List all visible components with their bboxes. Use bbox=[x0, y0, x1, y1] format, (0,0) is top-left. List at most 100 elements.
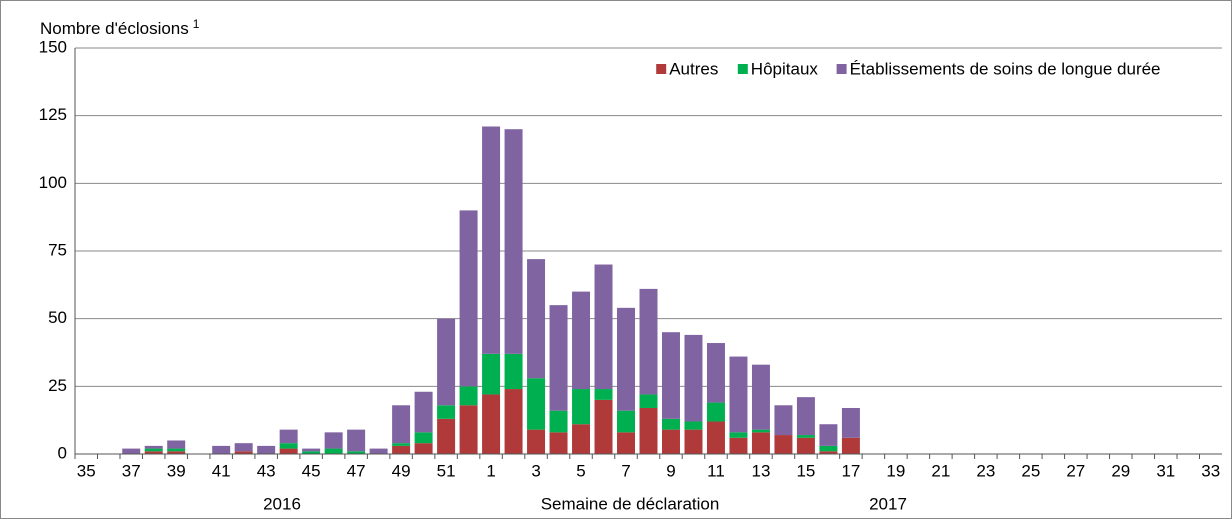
year-label: 2016 bbox=[263, 494, 301, 513]
x-tick-label: 25 bbox=[1021, 461, 1040, 480]
bar-segment bbox=[617, 432, 636, 454]
bar-segment bbox=[572, 424, 591, 454]
x-tick-label: 31 bbox=[1156, 461, 1175, 480]
bar-segment bbox=[706, 421, 725, 454]
bar-segment bbox=[459, 210, 478, 387]
bar-segment bbox=[796, 437, 815, 454]
bar-segment bbox=[414, 443, 433, 454]
x-tick-label: 51 bbox=[437, 461, 456, 480]
bar-segment bbox=[437, 405, 456, 419]
bar-segment bbox=[706, 402, 725, 422]
bar-segment bbox=[392, 405, 411, 444]
bar-segment bbox=[482, 126, 501, 354]
bar-segment bbox=[572, 389, 591, 425]
bar-segment bbox=[549, 432, 568, 454]
bar-segment bbox=[504, 353, 523, 390]
y-tick-label: 75 bbox=[48, 240, 67, 259]
bar-segment bbox=[639, 288, 658, 395]
y-tick-label: 125 bbox=[39, 105, 67, 124]
legend-label: Établissements de soins de longue durée bbox=[850, 59, 1161, 78]
x-tick-label: 23 bbox=[976, 461, 995, 480]
bar-segment bbox=[684, 421, 703, 430]
bar-segment bbox=[549, 305, 568, 411]
bar-segment bbox=[841, 437, 860, 454]
y-tick-label: 150 bbox=[39, 37, 67, 56]
bar-segment bbox=[549, 410, 568, 433]
bar-segment bbox=[819, 451, 838, 454]
x-tick-label: 43 bbox=[257, 461, 276, 480]
x-tick-label: 9 bbox=[666, 461, 675, 480]
legend-swatch bbox=[836, 64, 847, 74]
x-tick-label: 35 bbox=[77, 461, 96, 480]
x-tick-label: 41 bbox=[212, 461, 231, 480]
bar-segment bbox=[527, 259, 546, 379]
x-tick-label: 29 bbox=[1111, 461, 1130, 480]
bar-segment bbox=[459, 405, 478, 454]
bar-segment bbox=[661, 332, 680, 419]
bar-segment bbox=[437, 418, 456, 454]
bar-segment bbox=[639, 407, 658, 454]
bar-segment bbox=[504, 389, 523, 454]
x-tick-label: 13 bbox=[751, 461, 770, 480]
bar-segment bbox=[414, 391, 433, 433]
bar-segment bbox=[302, 448, 321, 452]
bar-segment bbox=[122, 448, 141, 454]
bar-segment bbox=[167, 448, 186, 452]
bar-segment bbox=[729, 432, 748, 438]
bar-segment bbox=[751, 432, 770, 454]
bar-segment bbox=[234, 451, 253, 454]
bar-segment bbox=[369, 448, 388, 454]
bar-segment bbox=[212, 445, 231, 454]
x-tick-label: 33 bbox=[1201, 461, 1220, 480]
bar-segment bbox=[661, 418, 680, 430]
x-tick-label: 47 bbox=[347, 461, 366, 480]
bar-segment bbox=[279, 443, 298, 449]
bar-segment bbox=[437, 318, 456, 406]
bar-segment bbox=[324, 432, 343, 449]
bar-segment bbox=[392, 445, 411, 454]
bar-segment bbox=[347, 429, 366, 452]
x-tick-label: 39 bbox=[167, 461, 186, 480]
legend-swatch bbox=[737, 64, 748, 74]
bar-segment bbox=[527, 429, 546, 454]
x-tick-label: 11 bbox=[707, 461, 725, 480]
bar-segment bbox=[774, 435, 793, 454]
bar-segment bbox=[414, 432, 433, 444]
x-tick-label: 37 bbox=[122, 461, 141, 480]
bar-segment bbox=[234, 443, 253, 452]
legend-label: Hôpitaux bbox=[751, 59, 819, 78]
bar-segment bbox=[167, 451, 186, 454]
bar-segment bbox=[684, 429, 703, 454]
legend-swatch bbox=[656, 64, 667, 74]
bar-segment bbox=[482, 394, 501, 454]
legend-label: Autres bbox=[669, 59, 718, 78]
bar-segment bbox=[594, 399, 613, 454]
y-tick-label: 25 bbox=[48, 376, 67, 395]
bar-segment bbox=[841, 407, 860, 438]
bar-segment bbox=[459, 386, 478, 406]
year-label: 2017 bbox=[869, 494, 907, 513]
bar-segment bbox=[796, 435, 815, 438]
bar-segment bbox=[167, 440, 186, 449]
bar-segment bbox=[144, 448, 163, 452]
bar-segment bbox=[819, 424, 838, 446]
x-tick-label: 27 bbox=[1066, 461, 1085, 480]
x-tick-label: 45 bbox=[302, 461, 321, 480]
bar-segment bbox=[257, 445, 276, 454]
bar-segment bbox=[639, 394, 658, 408]
bar-segment bbox=[144, 445, 163, 449]
bar-segment bbox=[617, 410, 636, 433]
bar-segment bbox=[661, 429, 680, 454]
y-tick-label: 50 bbox=[48, 308, 67, 327]
x-tick-label: 3 bbox=[531, 461, 540, 480]
bar-segment bbox=[279, 429, 298, 444]
bar-segment bbox=[617, 307, 636, 411]
bar-segment bbox=[594, 389, 613, 400]
title-text: Nombre d'éclosions bbox=[40, 19, 189, 38]
x-tick-label: 49 bbox=[392, 461, 411, 480]
x-tick-label: 21 bbox=[931, 461, 950, 480]
bar-segment bbox=[302, 451, 321, 454]
title-note: 1 bbox=[193, 17, 200, 31]
